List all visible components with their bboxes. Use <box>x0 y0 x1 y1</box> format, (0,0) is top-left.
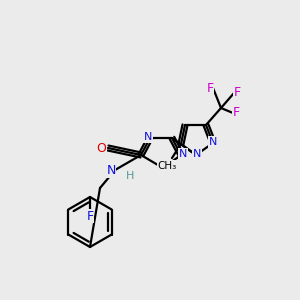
Text: H: H <box>126 171 134 181</box>
Text: O: O <box>96 142 106 154</box>
Text: N: N <box>179 149 187 159</box>
Text: CH₃: CH₃ <box>158 161 177 171</box>
Text: N: N <box>106 164 116 178</box>
Text: O: O <box>159 163 167 173</box>
Text: N: N <box>193 149 201 159</box>
Text: N: N <box>144 132 152 142</box>
Text: F: F <box>86 209 94 223</box>
Text: N: N <box>209 137 217 147</box>
Text: F: F <box>233 85 241 98</box>
Text: F: F <box>206 82 214 94</box>
Text: F: F <box>232 106 240 119</box>
